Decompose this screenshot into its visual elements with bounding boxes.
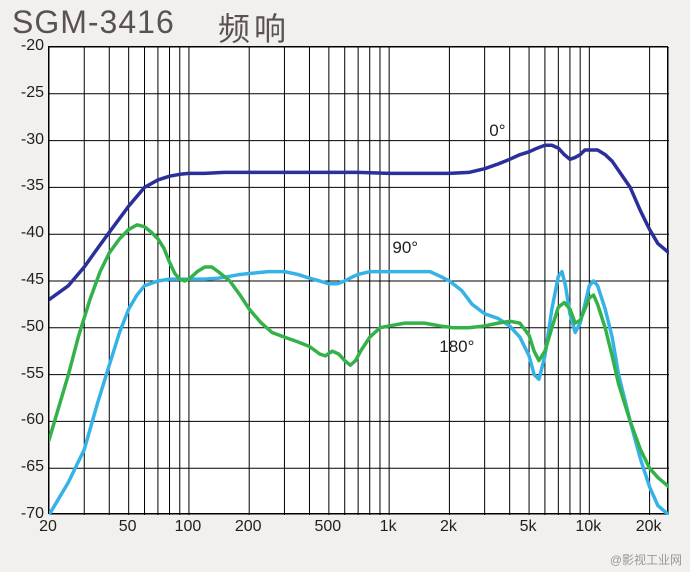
x-tick-label: 100 bbox=[175, 518, 202, 536]
y-tick-label: -45 bbox=[2, 271, 44, 289]
plot-area bbox=[48, 46, 668, 514]
series-label-90deg: 90° bbox=[392, 238, 418, 258]
x-tick-label: 500 bbox=[315, 518, 342, 536]
x-tick-label: 5k bbox=[520, 518, 537, 536]
watermark: @影视工业网 bbox=[610, 551, 682, 568]
y-tick-label: -50 bbox=[2, 318, 44, 336]
series-label-0deg: 0° bbox=[489, 121, 505, 141]
y-tick-label: -25 bbox=[2, 84, 44, 102]
x-tick-label: 50 bbox=[119, 518, 137, 536]
x-tick-label: 200 bbox=[235, 518, 262, 536]
x-tick-label: 20 bbox=[39, 518, 57, 536]
y-tick-label: -55 bbox=[2, 365, 44, 383]
chart-container: SGM-3416 频响 -20 -25 -30 -35 -40 -45 -50 -55 -60 -… bbox=[0, 0, 690, 572]
y-tick-label: -30 bbox=[2, 131, 44, 149]
y-tick-label: -65 bbox=[2, 458, 44, 476]
chart-title-cn: 频响 bbox=[218, 4, 290, 50]
x-tick-label: 1k bbox=[380, 518, 397, 536]
x-tick-label: 10k bbox=[575, 518, 601, 536]
x-tick-label: 2k bbox=[440, 518, 457, 536]
plot-svg bbox=[49, 47, 669, 515]
y-tick-label: -40 bbox=[2, 224, 44, 242]
y-tick-label: -35 bbox=[2, 177, 44, 195]
x-tick-label: 20k bbox=[636, 518, 662, 536]
y-tick-label: -70 bbox=[2, 505, 44, 523]
chart-title: SGM-3416 bbox=[12, 4, 175, 41]
y-tick-label: -20 bbox=[2, 37, 44, 55]
y-tick-label: -60 bbox=[2, 411, 44, 429]
series-label-180deg: 180° bbox=[439, 337, 474, 357]
